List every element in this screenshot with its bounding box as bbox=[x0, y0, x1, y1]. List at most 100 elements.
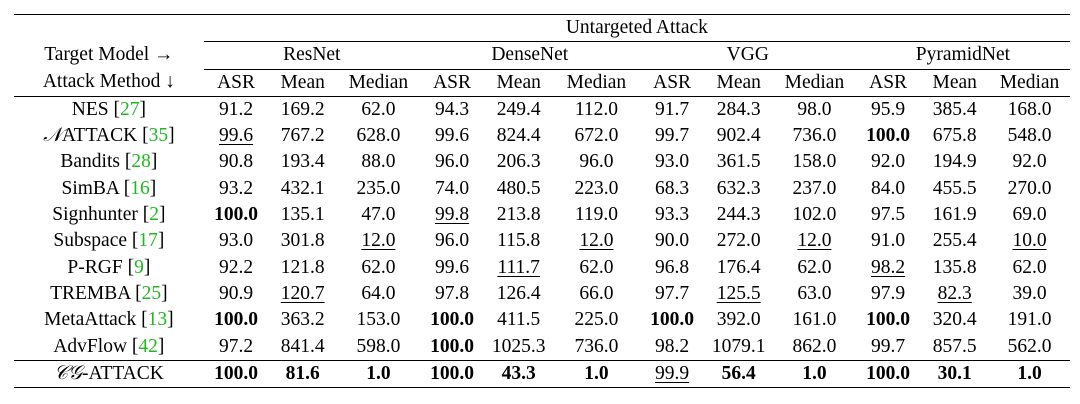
table-body: NES [27] 91.2 169.2 62.0 94.3 249.4 112.0 91.7 2… bbox=[14, 96, 1070, 388]
citation-link[interactable]: 25 bbox=[141, 282, 162, 304]
header-row-group: Untargeted Attack bbox=[14, 14, 1070, 43]
value-cell: 43.3 bbox=[484, 360, 553, 387]
value-text: 99.6 bbox=[435, 125, 470, 147]
value-text: 62.0 bbox=[361, 256, 396, 278]
value-cell: 158.0 bbox=[773, 149, 856, 175]
value-cell: 1025.3 bbox=[484, 334, 553, 361]
value-cell: 84.0 bbox=[856, 176, 921, 202]
value-cell: 96.0 bbox=[553, 149, 640, 175]
value-cell: 284.3 bbox=[704, 96, 773, 123]
value-cell: 223.0 bbox=[553, 176, 640, 202]
value-text: 43.3 bbox=[501, 362, 536, 384]
citation-link[interactable]: 13 bbox=[147, 309, 168, 331]
value-cell: 841.4 bbox=[268, 334, 337, 361]
results-table: Untargeted Attack Target Model → ResNet … bbox=[14, 14, 1070, 388]
value-text: 93.2 bbox=[219, 177, 254, 199]
citation-link[interactable]: 28 bbox=[131, 151, 151, 173]
value-text: 74.0 bbox=[435, 177, 470, 199]
value-text: 97.5 bbox=[871, 204, 906, 226]
value-cell: 363.2 bbox=[268, 307, 337, 333]
value-text: 1079.1 bbox=[711, 335, 766, 357]
value-cell: 91.0 bbox=[856, 228, 921, 254]
method-name: Bandits bbox=[60, 151, 120, 173]
value-text: 1025.3 bbox=[491, 335, 546, 357]
value-text: 672.0 bbox=[574, 125, 619, 147]
value-cell: 112.0 bbox=[553, 96, 640, 123]
value-text: 126.4 bbox=[496, 282, 541, 304]
citation-link[interactable]: 9 bbox=[134, 256, 144, 278]
value-cell: 385.4 bbox=[920, 96, 989, 123]
value-cell: 102.0 bbox=[773, 202, 856, 228]
value-text: 99.7 bbox=[655, 125, 690, 147]
value-cell: 206.3 bbox=[484, 149, 553, 175]
value-cell: 68.3 bbox=[640, 176, 705, 202]
citation-link[interactable]: 42 bbox=[138, 335, 158, 357]
value-text: 98.2 bbox=[655, 335, 690, 357]
value-cell: 902.4 bbox=[704, 123, 773, 149]
value-cell: 672.0 bbox=[553, 123, 640, 149]
value-text: 97.2 bbox=[219, 335, 254, 357]
value-text: 432.1 bbox=[280, 177, 325, 199]
value-cell: 1.0 bbox=[337, 360, 420, 387]
value-text: 598.0 bbox=[356, 335, 401, 357]
value-text: 841.4 bbox=[280, 335, 325, 357]
value-text: 94.3 bbox=[435, 98, 470, 120]
value-cell: 121.8 bbox=[268, 255, 337, 281]
value-cell: 100.0 bbox=[420, 307, 485, 333]
value-cell: 455.5 bbox=[920, 176, 989, 202]
value-text: 244.3 bbox=[716, 204, 761, 226]
value-cell: 320.4 bbox=[920, 307, 989, 333]
value-text: 100.0 bbox=[430, 309, 474, 331]
method-name: ATTACK bbox=[61, 125, 138, 147]
value-cell: 411.5 bbox=[484, 307, 553, 333]
value-text: 69.0 bbox=[1012, 204, 1047, 226]
value-text: 480.5 bbox=[496, 177, 541, 199]
value-text: 1.0 bbox=[366, 362, 391, 384]
value-cell: 1.0 bbox=[553, 360, 640, 387]
value-cell: 169.2 bbox=[268, 96, 337, 123]
value-text: 119.0 bbox=[574, 204, 618, 226]
value-text: 102.0 bbox=[792, 204, 837, 226]
value-cell: 100.0 bbox=[204, 360, 269, 387]
value-text: 62.0 bbox=[579, 256, 614, 278]
value-cell: 74.0 bbox=[420, 176, 485, 202]
value-cell: 301.8 bbox=[268, 228, 337, 254]
citation-link[interactable]: 2 bbox=[149, 204, 159, 226]
method-name-cell: Bandits [28] bbox=[60, 151, 158, 173]
value-cell: 862.0 bbox=[773, 334, 856, 361]
value-cell: 120.7 bbox=[268, 281, 337, 307]
results-table-container: Untargeted Attack Target Model → ResNet … bbox=[14, 14, 1070, 388]
citation-link[interactable]: 16 bbox=[130, 177, 150, 199]
value-cell: 97.7 bbox=[640, 281, 705, 307]
value-cell: 92.0 bbox=[989, 149, 1070, 175]
method-name-cell: 𝒞𝒢-ATTACK bbox=[14, 360, 204, 387]
table-row: Signhunter [2] 100.0 135.1 47.0 99.8 213.8 119… bbox=[14, 202, 1070, 228]
value-cell: 100.0 bbox=[856, 360, 921, 387]
citation-link[interactable]: 35 bbox=[148, 125, 169, 147]
value-text: 632.3 bbox=[716, 177, 761, 199]
value-cell: 135.1 bbox=[268, 202, 337, 228]
value-text: 92.2 bbox=[219, 256, 254, 278]
value-cell: 270.0 bbox=[989, 176, 1070, 202]
metric-header-median: Median bbox=[784, 71, 845, 93]
value-text: 562.0 bbox=[1007, 335, 1052, 357]
citation-link[interactable]: 27 bbox=[119, 98, 140, 120]
table-row: P-RGF [9] 92.2 121.8 62.0 99.6 111.7 62.0 96.8 1… bbox=[14, 255, 1070, 281]
value-text: 153.0 bbox=[356, 309, 401, 331]
value-text: 82.3 bbox=[937, 282, 972, 304]
value-cell: 100.0 bbox=[204, 202, 269, 228]
value-cell: 56.4 bbox=[704, 360, 773, 387]
value-text: 92.0 bbox=[1012, 151, 1047, 173]
table-row: Bandits [28] 90.8 193.4 88.0 96.0 206.3 96.0 93… bbox=[14, 149, 1070, 175]
value-cell: 94.3 bbox=[420, 96, 485, 123]
value-cell: 63.0 bbox=[773, 281, 856, 307]
value-cell: 97.2 bbox=[204, 334, 269, 361]
value-text: 361.5 bbox=[716, 151, 761, 173]
value-cell: 10.0 bbox=[989, 228, 1070, 254]
metric-header-median: Median bbox=[348, 71, 409, 93]
value-text: 628.0 bbox=[356, 125, 401, 147]
citation-link[interactable]: 17 bbox=[138, 230, 158, 252]
value-text: 194.9 bbox=[932, 151, 977, 173]
header-empty-cell bbox=[14, 15, 204, 42]
model-header-densenet: DenseNet bbox=[419, 41, 640, 70]
